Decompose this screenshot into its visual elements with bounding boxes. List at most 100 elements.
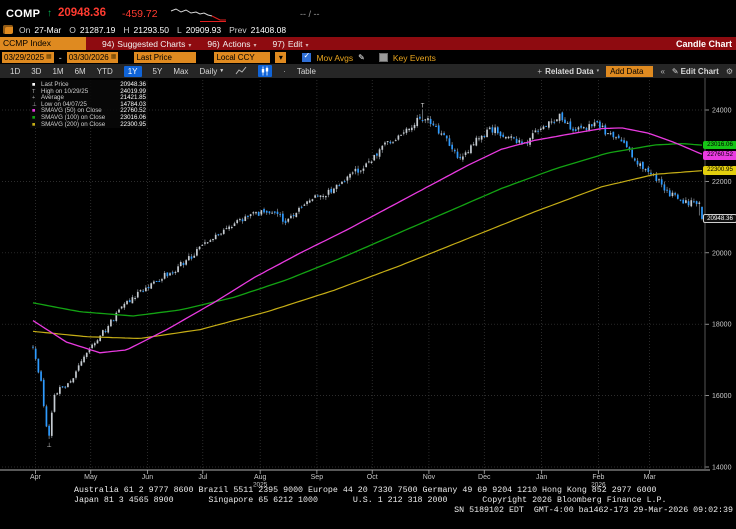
candle-body [569, 121, 572, 130]
related-data-button[interactable]: + Related Data ▾ [537, 66, 600, 76]
table-button[interactable]: Table [296, 66, 316, 76]
candle-body [359, 170, 362, 172]
candle-body [513, 137, 515, 139]
period-1y-active[interactable]: 1Y [123, 65, 142, 77]
y-axis-label: 24000 [712, 108, 732, 115]
candle-chart-icon-active[interactable] [258, 65, 273, 77]
candle-body [96, 340, 99, 344]
candle-body [206, 242, 209, 244]
security-input[interactable]: CCMP Index [0, 37, 86, 50]
candle-body [553, 121, 556, 123]
candle-body [698, 202, 701, 204]
candle-body [467, 152, 470, 154]
candle-body [494, 127, 496, 134]
candle-body [102, 330, 104, 336]
year-label: 2026 [591, 482, 606, 489]
period-1m[interactable]: 1M [52, 66, 64, 76]
key-events-checkbox[interactable] [378, 53, 388, 62]
candle-body [548, 121, 550, 128]
more-options-icon[interactable]: · [283, 66, 286, 76]
menu-edit[interactable]: 97) Edit ▾ [272, 38, 309, 49]
candle-body [633, 158, 636, 161]
candle-body [268, 211, 271, 214]
candle-body [118, 309, 120, 313]
collapse-icon[interactable]: « [660, 66, 665, 76]
line-chart-icon[interactable] [235, 66, 247, 76]
candle-body [134, 297, 136, 299]
candle-body [526, 142, 529, 144]
candle-body [115, 312, 118, 321]
gear-icon[interactable]: ⚙ [725, 66, 733, 76]
candle-body [150, 283, 153, 289]
legend-row-smavg100: ■ SMAVG (100) on Close 23016.06 [32, 113, 146, 121]
candle-body [644, 169, 647, 171]
candle-body [384, 142, 386, 145]
candle-body [690, 200, 693, 207]
legend-row-high: T High on 10/29/25 24019.99 [32, 87, 146, 95]
candle-body [650, 172, 652, 175]
candle-body [48, 425, 50, 436]
candle-body [42, 379, 45, 407]
high-label: H [123, 24, 130, 35]
period-3d[interactable]: 3D [31, 66, 42, 76]
menu-suggested-charts[interactable]: 94) Suggested Charts ▾ [102, 38, 192, 49]
candle-body [625, 141, 628, 148]
date-from-input[interactable]: 03/29/2025 ▦ [2, 52, 54, 63]
candle-body [488, 127, 491, 130]
candle-body [214, 234, 217, 240]
price-field-select[interactable]: Last Price [134, 52, 197, 63]
candle-body [394, 140, 397, 142]
candle-body [50, 412, 53, 436]
currency-select[interactable]: Local CCY [214, 52, 271, 63]
month-label: May [84, 474, 98, 481]
legend-row-smavg50: ■ SMAVG (50) on Close 22760.52 [32, 107, 146, 115]
menu-actions[interactable]: 96) Actions ▾ [207, 38, 257, 49]
candle-body [265, 210, 268, 213]
candle-body [128, 300, 131, 303]
session-stats-row: On 27-Mar O 21287.19 H 21293.50 L 20909.93 P… [0, 23, 736, 36]
plus-icon: + [537, 66, 543, 76]
candle-body [75, 371, 77, 378]
candle-body [604, 125, 607, 135]
candle-body [212, 238, 214, 241]
add-data-input[interactable]: Add Data [606, 65, 654, 77]
edit-mov-avgs-icon[interactable]: ✎ [358, 53, 365, 62]
candle-body [642, 162, 644, 169]
currency-dropdown-icon[interactable]: ▾ [275, 52, 287, 63]
bid-ask-placeholder: -- / -- [300, 9, 320, 19]
candle-body [204, 242, 206, 244]
candle-body [333, 188, 335, 194]
period-max[interactable]: Max [173, 66, 189, 76]
month-label: Oct [367, 474, 378, 481]
candle-body [93, 343, 96, 346]
candle-body [343, 181, 346, 183]
candle-body [663, 184, 666, 191]
candle-body [196, 249, 198, 256]
period-6m[interactable]: 6M [74, 66, 86, 76]
candle-body [158, 281, 161, 283]
date-to-input[interactable]: 03/30/2026 ▦ [66, 52, 119, 63]
candle-body [244, 216, 247, 221]
frequency-select[interactable]: Daily ▼ [199, 66, 225, 76]
edit-chart-button[interactable]: ✎ Edit Chart [671, 66, 719, 76]
key-events-label: Key Events [392, 52, 436, 63]
candle-body [174, 271, 177, 273]
candle-body [77, 365, 80, 371]
candle-body [147, 287, 150, 289]
candle-body [217, 234, 220, 236]
period-ytd[interactable]: YTD [96, 66, 113, 76]
candle-body [378, 149, 381, 157]
mov-avgs-checkbox[interactable] [302, 51, 312, 62]
candle-body [397, 135, 400, 140]
period-5y[interactable]: 5Y [152, 66, 163, 76]
period-1d[interactable]: 1D [10, 66, 21, 76]
candle-body [443, 133, 445, 136]
candle-body [314, 195, 316, 198]
candle-body [435, 125, 437, 127]
candle-body [631, 149, 633, 158]
on-label: On [19, 24, 31, 35]
candle-body [330, 188, 333, 193]
legend-row-low: ⊥ Low on 04/07/25 14784.03 [32, 100, 146, 108]
event-icon[interactable] [3, 25, 13, 34]
